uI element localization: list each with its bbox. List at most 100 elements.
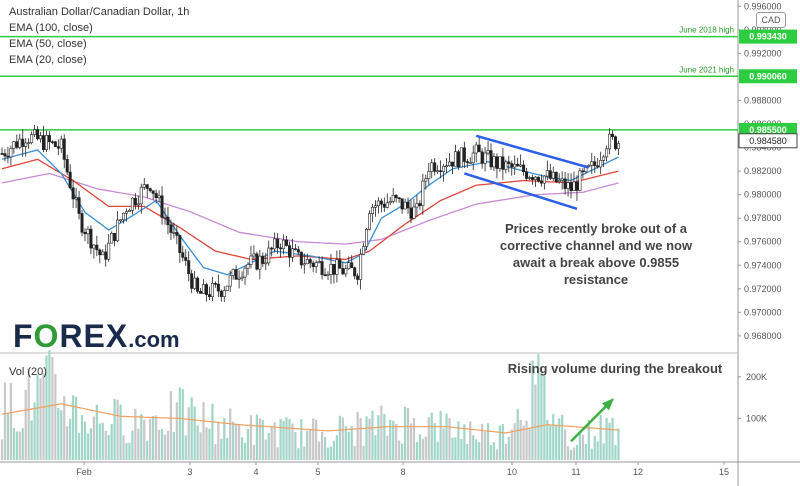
channel-upper-line[interactable] xyxy=(475,134,590,169)
annotation-line-2: corrective channel and we now xyxy=(499,238,693,253)
time-tick-label: 10 xyxy=(507,467,517,477)
logo-text-f: F xyxy=(13,318,34,354)
candle-body xyxy=(6,155,10,158)
candle-body xyxy=(551,171,555,179)
volume-bar xyxy=(303,446,306,460)
volume-bar xyxy=(149,418,152,460)
candle-body xyxy=(237,277,241,280)
chart-title: Australian Dollar/Canadian Dollar, 1h xyxy=(9,6,190,18)
legend-ema-100[interactable]: EMA (100, close) xyxy=(9,22,93,34)
candle-body xyxy=(613,136,617,150)
volume-tick-label: 200K xyxy=(746,372,767,382)
candle-body xyxy=(101,251,105,256)
candle-body xyxy=(154,193,158,199)
volume-bar xyxy=(492,442,496,460)
candle-body xyxy=(142,184,146,188)
candle-body xyxy=(578,170,582,191)
candle-body xyxy=(560,178,564,181)
logo-text-rex: REX xyxy=(59,318,129,354)
price-tick-label: 0.992000 xyxy=(744,48,782,58)
candle-body xyxy=(359,254,363,280)
candle-body xyxy=(36,129,40,140)
currency-button[interactable]: CAD xyxy=(756,12,786,28)
candle-body xyxy=(516,163,520,167)
candle-body xyxy=(258,255,262,270)
candle-body xyxy=(448,161,452,167)
candle-body xyxy=(373,205,377,208)
candle-body xyxy=(311,262,315,267)
candle-body xyxy=(335,259,339,275)
candle-body xyxy=(317,261,321,263)
volume-bar xyxy=(89,428,93,460)
volume-bar xyxy=(246,429,250,460)
annotation-line-3: await a break above 0.9855 xyxy=(512,255,680,270)
candle-body xyxy=(39,135,43,140)
volume-bar xyxy=(596,441,599,460)
annotation-line-1: Prices recently broke out of a xyxy=(504,221,688,236)
annotation-line-4: resistance xyxy=(563,272,629,287)
volume-bar xyxy=(543,375,546,460)
logo-text-com: .com xyxy=(128,327,180,352)
candle-body xyxy=(279,247,283,250)
candle-body xyxy=(436,170,440,173)
candle-body xyxy=(89,228,93,249)
volume-bar xyxy=(424,436,427,460)
volume-bar xyxy=(365,416,368,460)
candle-body xyxy=(498,156,502,169)
candle-body xyxy=(107,242,111,260)
candle-body xyxy=(320,261,324,275)
legend-ema-20[interactable]: EMA (20, close) xyxy=(9,54,87,66)
candle-body xyxy=(590,161,594,166)
price-tick-label: 0.996000 xyxy=(744,1,782,11)
candle-body xyxy=(222,290,226,297)
volume-bar xyxy=(122,435,125,460)
candle-body xyxy=(445,165,449,168)
volume-bar xyxy=(552,414,555,460)
volume-bar xyxy=(237,424,241,460)
volume-bar xyxy=(229,408,232,460)
volume-bar xyxy=(15,431,18,460)
volume-bar xyxy=(276,447,279,460)
candle-body xyxy=(80,213,84,233)
volume-bar xyxy=(401,443,404,460)
volume-bar xyxy=(546,420,549,460)
volume-bar xyxy=(590,448,593,460)
candle-body xyxy=(605,148,609,158)
volume-bar xyxy=(475,439,478,460)
candle-body xyxy=(27,142,31,144)
candle-body xyxy=(261,255,265,264)
volume-bar xyxy=(258,418,261,460)
volume-bar xyxy=(418,434,421,460)
candle-body xyxy=(510,163,514,168)
volume-bar xyxy=(315,419,318,460)
candle-body xyxy=(599,160,603,168)
volume-bar xyxy=(140,414,143,460)
volume-bar xyxy=(318,441,321,460)
volume-bar xyxy=(584,443,587,460)
candle-body xyxy=(365,229,369,247)
volume-bar xyxy=(175,402,178,460)
volume-bar xyxy=(409,423,413,460)
candle-body xyxy=(545,170,549,177)
candle-body xyxy=(412,206,416,219)
candle-body xyxy=(127,210,131,212)
volume-bar xyxy=(389,419,392,460)
price-tick-label: 0.982000 xyxy=(744,166,782,176)
volume-tick-label: 100K xyxy=(746,413,767,423)
volume-bar xyxy=(160,429,164,460)
candle-body xyxy=(216,283,220,292)
candle-body xyxy=(41,135,45,150)
volume-bar xyxy=(77,433,81,460)
candle-body xyxy=(403,201,407,210)
candle-body xyxy=(611,133,615,138)
candle-body xyxy=(50,141,54,144)
volume-bar xyxy=(291,423,294,460)
volume-bar xyxy=(300,419,303,460)
channel-lower-line[interactable] xyxy=(463,172,578,210)
candle-body xyxy=(98,249,102,256)
volume-bar xyxy=(466,444,469,460)
volume-bar xyxy=(279,418,282,460)
volume-bar xyxy=(196,425,199,460)
legend-ema-50[interactable]: EMA (50, close) xyxy=(9,38,87,50)
